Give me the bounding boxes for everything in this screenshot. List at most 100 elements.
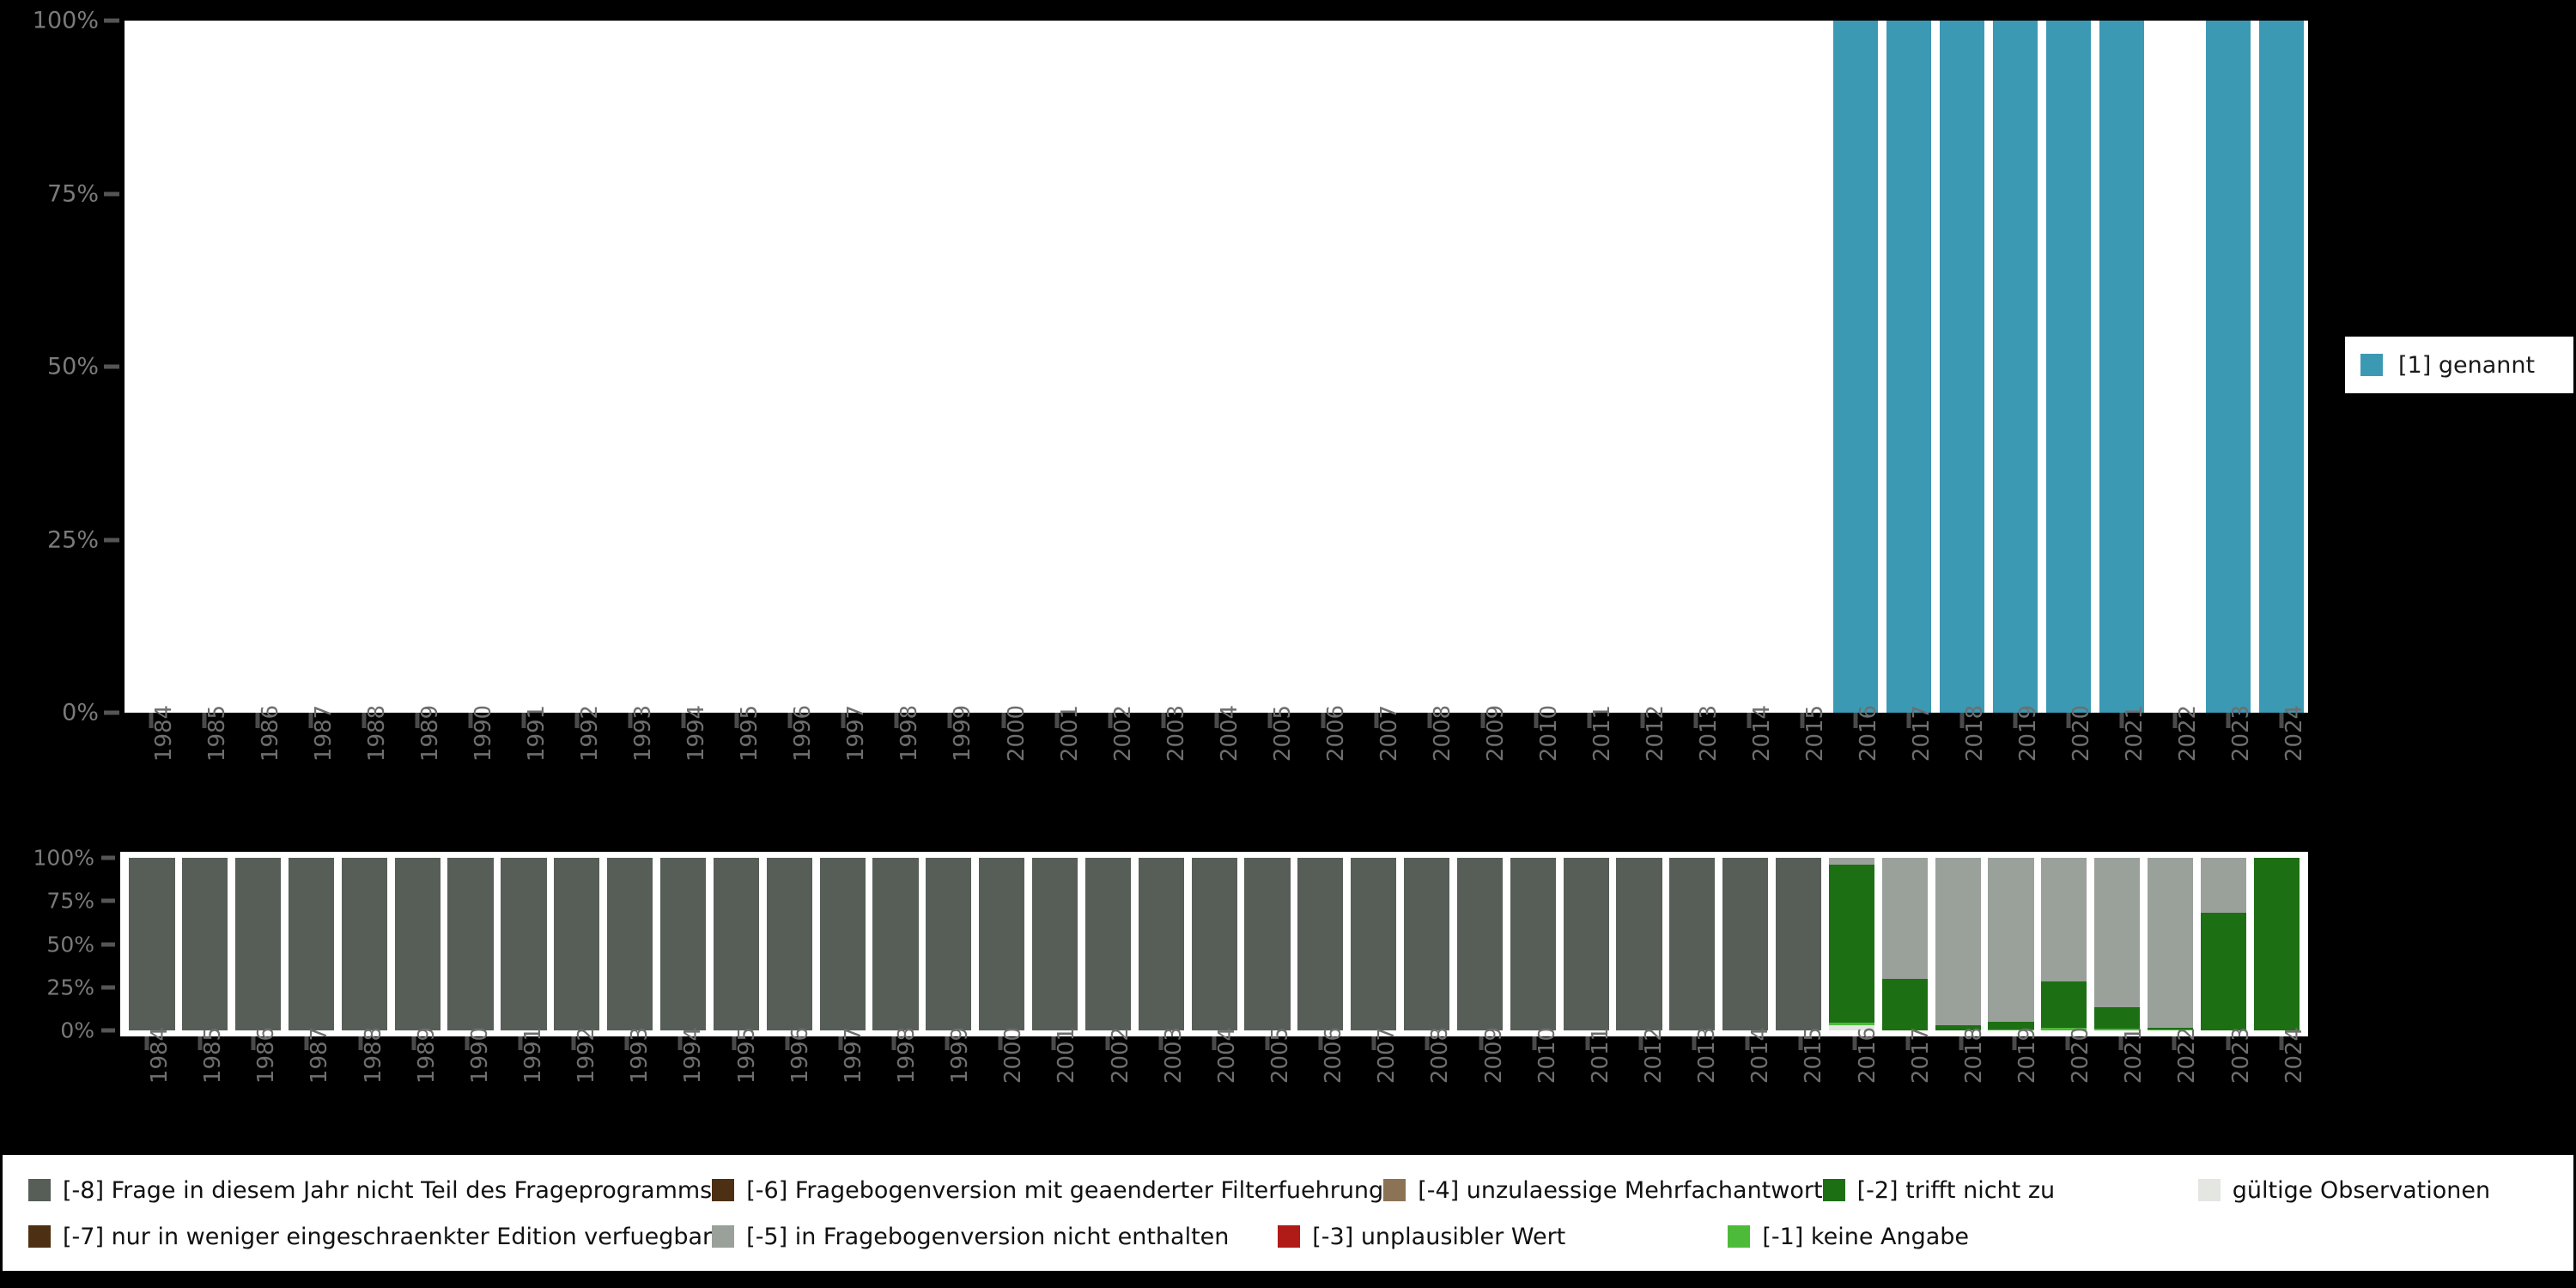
- legend-swatch-icon: [712, 1179, 735, 1201]
- bottom-x-tick-label-1990: 1990: [466, 1026, 493, 1084]
- bottom-bar-2022[interactable]: [2147, 858, 2194, 1030]
- bottom-bar-1992[interactable]: [554, 858, 600, 1030]
- top-bar-2018[interactable]: [1940, 21, 1985, 713]
- bottom-x-tick-label-2015: 2015: [1801, 1026, 1827, 1084]
- legend-swatch-icon: [1728, 1225, 1751, 1248]
- bottom-bar-2008[interactable]: [1403, 858, 1450, 1030]
- legend-label: gültige Observationen: [2232, 1176, 2491, 1204]
- bottom-bar-1995[interactable]: [713, 858, 759, 1030]
- top-x-tick: 2008: [1403, 705, 1456, 850]
- bottom-bar-2009[interactable]: [1456, 858, 1503, 1030]
- bottom-x-tick-mark: [571, 1036, 576, 1050]
- bottom-bar-slot: [1984, 858, 2038, 1030]
- bottom-x-tick-mark: [1371, 1036, 1376, 1050]
- bottom-bar-2020[interactable]: [2041, 858, 2087, 1030]
- bottom-bar-2001[interactable]: [1031, 858, 1078, 1030]
- bottom-x-tick-label-2000: 2000: [1000, 1026, 1027, 1084]
- legend-item: [-4] unzulaessige Mehrfachantwort: [1383, 1177, 1823, 1204]
- bottom-bar-2004[interactable]: [1191, 858, 1237, 1030]
- top-x-tick: 1990: [444, 705, 497, 850]
- bottom-bar-2016[interactable]: [1828, 858, 1875, 1030]
- bottom-bar-1994[interactable]: [659, 858, 707, 1030]
- top-bar-slot: [1243, 21, 1297, 713]
- bottom-x-tick-mark: [1318, 1036, 1323, 1050]
- bottom-x-tick-mark: [2065, 1036, 2070, 1050]
- bottom-bar-segment: [1138, 858, 1184, 1030]
- bottom-bar-segment: [2094, 1007, 2141, 1029]
- bottom-bar-1997[interactable]: [819, 858, 866, 1030]
- bottom-x-tick: 2008: [1400, 1027, 1454, 1165]
- bottom-bar-2005[interactable]: [1244, 858, 1291, 1030]
- bottom-bar-slot: [1134, 858, 1188, 1030]
- bottom-bar-1990[interactable]: [447, 858, 494, 1030]
- bottom-x-tick-mark: [1905, 1036, 1911, 1050]
- bottom-bar-slot: [1666, 858, 1719, 1030]
- top-bar-2017[interactable]: [1886, 21, 1932, 713]
- top-bar-2020[interactable]: [2046, 21, 2092, 713]
- bottom-bar-2011[interactable]: [1563, 858, 1609, 1030]
- bottom-bar-2012[interactable]: [1616, 858, 1662, 1030]
- bottom-bar-segment: [182, 858, 228, 1030]
- top-bar-2016[interactable]: [1832, 21, 1879, 713]
- top-x-tick: 2014: [1722, 705, 1776, 850]
- bottom-bar-2017[interactable]: [1881, 858, 1928, 1030]
- bottom-bar-segment: [819, 858, 866, 1030]
- bottom-bar-2018[interactable]: [1935, 858, 1981, 1030]
- top-bar-slot: [391, 21, 444, 713]
- top-x-tick-mark: [787, 713, 793, 728]
- bottom-bar-2013[interactable]: [1669, 858, 1716, 1030]
- bottom-bar-1998[interactable]: [872, 858, 919, 1030]
- bottom-x-tick-label-1984: 1984: [147, 1026, 173, 1084]
- top-x-tick-label-2007: 2007: [1376, 704, 1402, 762]
- bottom-y-tick-mark: [101, 855, 115, 860]
- top-bar-slot: [178, 21, 231, 713]
- top-x-tick-label-2024: 2024: [2281, 704, 2308, 762]
- bottom-bar-2007[interactable]: [1351, 858, 1397, 1030]
- bottom-bar-2003[interactable]: [1138, 858, 1184, 1030]
- bottom-bar-2014[interactable]: [1722, 858, 1769, 1030]
- bottom-bar-2002[interactable]: [1084, 858, 1131, 1030]
- bottom-bar-2006[interactable]: [1297, 858, 1344, 1030]
- bottom-bar-2023[interactable]: [2200, 858, 2247, 1030]
- top-x-tick-mark: [894, 713, 899, 728]
- top-x-tick-label-2019: 2019: [2015, 704, 2042, 762]
- bottom-bar-1988[interactable]: [341, 858, 387, 1030]
- top-x-tick-label-1985: 1985: [204, 704, 231, 762]
- bottom-bar-2024[interactable]: [2253, 858, 2300, 1030]
- bottom-bar-2000[interactable]: [979, 858, 1025, 1030]
- bottom-bar-1984[interactable]: [129, 858, 175, 1030]
- top-x-tick-label-2017: 2017: [1909, 704, 1935, 762]
- top-x-tick-mark: [1534, 713, 1539, 728]
- top-chart-legend: [1] genannt: [2345, 337, 2573, 393]
- top-x-tick-mark: [1321, 713, 1326, 728]
- bottom-bar-1989[interactable]: [394, 858, 440, 1030]
- bottom-bar-1987[interactable]: [288, 858, 335, 1030]
- top-x-tick-mark: [1267, 713, 1273, 728]
- top-x-tick-mark: [1427, 713, 1432, 728]
- bottom-bar-1991[interactable]: [501, 858, 547, 1030]
- top-bar-slot: [125, 21, 178, 713]
- bottom-bar-2015[interactable]: [1775, 858, 1822, 1030]
- top-bar-2023[interactable]: [2206, 21, 2251, 713]
- bottom-bar-1999[interactable]: [926, 858, 972, 1030]
- bottom-bar-slot: [125, 858, 179, 1030]
- bottom-bar-segment: [1616, 858, 1662, 1030]
- bottom-bar-1996[interactable]: [766, 858, 812, 1030]
- top-y-tick-mark: [104, 191, 119, 196]
- legend-swatch-icon: [1383, 1179, 1406, 1201]
- bottom-bar-2010[interactable]: [1510, 858, 1556, 1030]
- bottom-bar-2021[interactable]: [2094, 858, 2141, 1030]
- bottom-bar-1986[interactable]: [235, 858, 282, 1030]
- bottom-x-tick-mark: [251, 1036, 256, 1050]
- bottom-bar-segment: [2041, 981, 2087, 1028]
- top-x-tick-label-1986: 1986: [258, 704, 284, 762]
- bottom-bar-1993[interactable]: [607, 858, 653, 1030]
- bottom-bar-1985[interactable]: [182, 858, 228, 1030]
- bottom-bar-2019[interactable]: [1988, 858, 2034, 1030]
- bottom-x-tick: 2019: [1988, 1027, 2041, 1165]
- top-x-tick: 2002: [1084, 705, 1137, 850]
- top-bar-2024[interactable]: [2259, 21, 2305, 713]
- top-bar-2021[interactable]: [2099, 21, 2145, 713]
- bottom-x-tick: 2020: [2041, 1027, 2094, 1165]
- top-bar-2019[interactable]: [1993, 21, 2038, 713]
